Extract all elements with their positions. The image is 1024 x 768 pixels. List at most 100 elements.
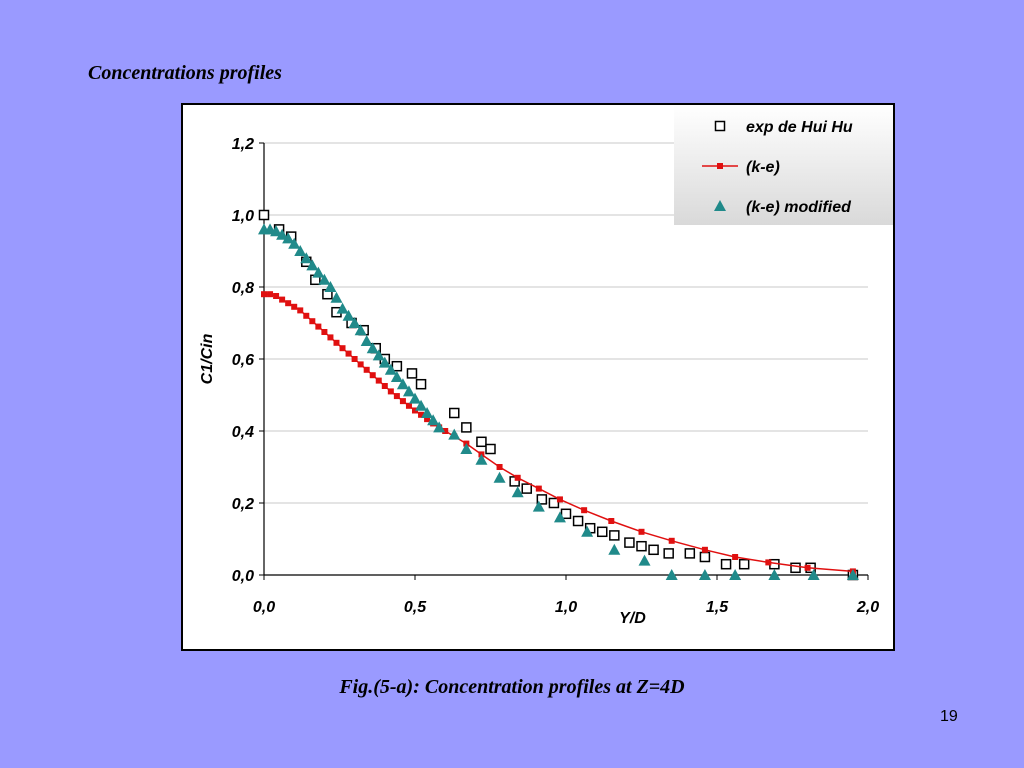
data-point xyxy=(396,378,409,390)
data-point xyxy=(532,500,545,512)
data-point xyxy=(324,281,337,292)
x-tick-label: 2,0 xyxy=(856,599,879,616)
data-point xyxy=(548,497,560,509)
data-point xyxy=(698,569,711,580)
x-tick-label: 0,0 xyxy=(253,599,275,616)
data-point xyxy=(596,526,608,538)
data-point xyxy=(276,228,289,240)
data-point xyxy=(699,551,711,563)
data-point xyxy=(424,416,431,423)
y-tick-label: 0,0 xyxy=(232,568,254,585)
data-point xyxy=(363,366,370,373)
data-point xyxy=(372,349,385,361)
data-point xyxy=(511,486,524,498)
legend-box xyxy=(674,105,893,225)
data-point xyxy=(360,335,373,346)
data-point xyxy=(300,252,313,264)
y-tick-label: 0,8 xyxy=(232,280,254,297)
data-point xyxy=(448,428,461,440)
data-point xyxy=(258,209,270,221)
data-point xyxy=(297,307,304,314)
data-point xyxy=(418,411,425,418)
data-point xyxy=(729,569,742,580)
data-point xyxy=(765,559,772,566)
figure-caption: Fig.(5-a): Concentration profiles at Z=4… xyxy=(339,676,685,698)
data-point xyxy=(449,407,460,419)
axes: 0,0 0,2 0,4 0,6 0,8 1,0 1,2 0,0 0,5 1,0 1,5 2,0 xyxy=(232,136,879,616)
y-tick-label: 1,0 xyxy=(232,208,254,225)
x-tick-label: 0,5 xyxy=(404,599,427,616)
data-point xyxy=(536,494,548,505)
legend-label: exp de Hui Hu xyxy=(746,119,853,136)
data-point xyxy=(406,368,418,379)
data-point xyxy=(267,291,274,298)
data-point xyxy=(303,312,310,319)
data-point xyxy=(738,558,750,570)
concentration-chart: 0,0 0,2 0,4 0,6 0,8 1,0 1,2 0,0 0,5 1,0 1,5 2,0 exp… xyxy=(199,105,893,627)
data-point xyxy=(273,293,280,299)
data-point xyxy=(375,377,382,384)
data-point xyxy=(556,496,563,503)
data-point xyxy=(339,345,346,352)
data-point xyxy=(624,537,635,548)
x-axis-label: Y/D xyxy=(619,610,646,627)
data-point xyxy=(279,296,286,303)
data-point xyxy=(442,428,449,434)
data-point xyxy=(509,476,520,487)
data-point xyxy=(668,537,675,544)
page-number: 19 xyxy=(940,708,958,725)
data-point xyxy=(421,407,434,418)
data-point xyxy=(270,225,283,237)
data-point xyxy=(348,317,361,328)
x-tick-label: 1,0 xyxy=(555,599,577,616)
data-point xyxy=(291,303,298,310)
data-point xyxy=(701,546,708,553)
data-point xyxy=(496,464,503,470)
data-point xyxy=(261,291,267,298)
data-point xyxy=(461,422,472,433)
data-point xyxy=(345,350,352,357)
data-point xyxy=(732,554,739,560)
data-point xyxy=(427,414,440,426)
data-point xyxy=(535,485,542,492)
slide-title: Concentrations profiles xyxy=(88,62,282,84)
data-point xyxy=(553,511,566,523)
data-point xyxy=(768,569,781,580)
data-point xyxy=(790,562,801,574)
legend-marker xyxy=(714,120,726,132)
data-point xyxy=(609,530,620,541)
data-point xyxy=(336,302,349,314)
y-tick-label: 0,4 xyxy=(232,424,254,441)
legend-label: (k-e) xyxy=(746,159,780,176)
data-point xyxy=(357,361,364,368)
data-point xyxy=(333,339,340,346)
data-point xyxy=(720,558,732,570)
x-tick-label: 1,5 xyxy=(706,599,729,616)
data-point xyxy=(460,443,473,454)
data-point xyxy=(514,474,521,481)
data-point xyxy=(560,508,572,520)
data-point xyxy=(318,273,331,285)
data-point xyxy=(327,334,334,341)
legend-marker xyxy=(717,163,723,169)
legend: exp de Hui Hu (k-e) (k-e) modified xyxy=(674,105,893,225)
data-point xyxy=(306,259,319,271)
data-point xyxy=(521,483,532,494)
data-point xyxy=(572,515,584,527)
data-point xyxy=(351,356,358,362)
data-point xyxy=(485,443,496,455)
data-point xyxy=(804,564,811,571)
data-point xyxy=(405,402,412,409)
data-point xyxy=(309,318,316,325)
series-1 xyxy=(261,291,856,575)
data-point xyxy=(415,378,427,390)
data-point xyxy=(288,237,301,249)
data-point xyxy=(391,360,403,372)
series-2 xyxy=(258,223,859,580)
data-point xyxy=(638,554,651,566)
data-point xyxy=(390,371,403,382)
data-point xyxy=(285,300,292,307)
series-0 xyxy=(258,209,859,581)
data-point xyxy=(412,407,418,414)
data-point xyxy=(433,421,446,433)
